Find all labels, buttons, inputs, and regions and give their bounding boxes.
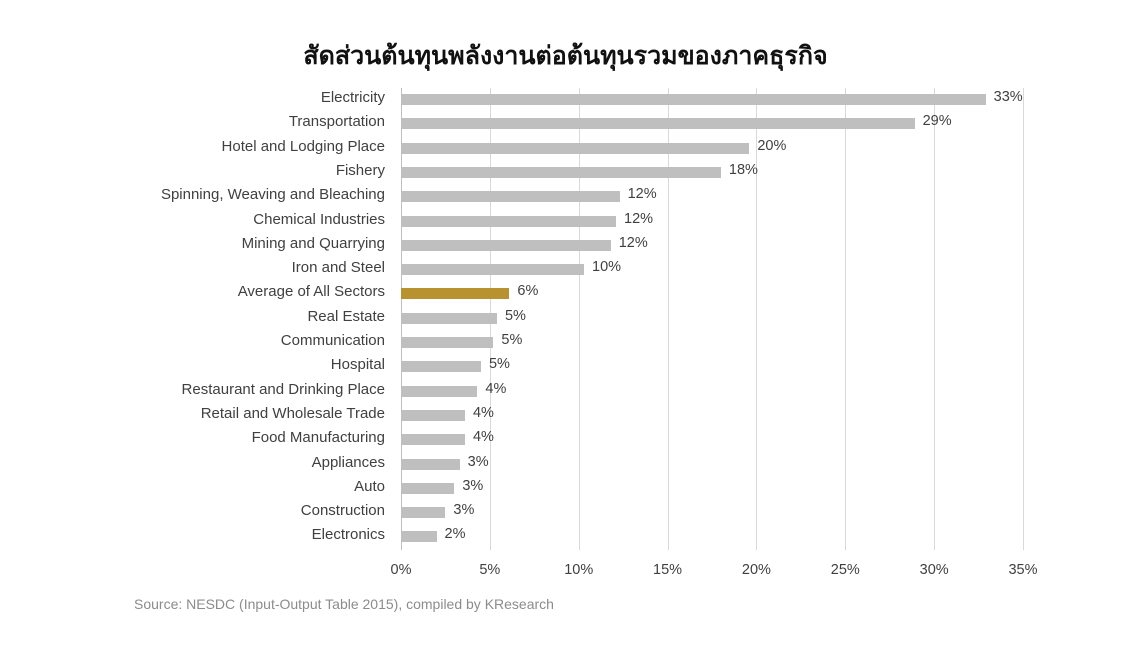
x-tick-label: 30% <box>919 562 949 578</box>
bar-row: 33% <box>401 88 1023 112</box>
bar <box>401 288 510 300</box>
category-label: Hotel and Lodging Place <box>221 137 385 155</box>
bar-row: 12% <box>401 185 1023 209</box>
data-label: 5% <box>504 307 526 324</box>
bar-row: 20% <box>401 137 1023 161</box>
category-label: Transportation <box>288 113 385 131</box>
bar-row: 12% <box>401 234 1023 258</box>
data-label: 3% <box>462 477 484 494</box>
category-label: Electricity <box>320 89 385 106</box>
bar-row: 4% <box>401 428 1023 452</box>
x-tick-label: 5% <box>479 562 501 578</box>
category-label: Electronics <box>311 526 385 544</box>
gridline <box>1023 88 1024 550</box>
category-label: Auto <box>354 477 385 495</box>
bar <box>401 264 585 276</box>
bar-row: 2% <box>401 525 1023 549</box>
x-tick-label: 35% <box>1008 562 1038 578</box>
bar <box>401 118 915 130</box>
bar-row: 12% <box>401 210 1023 234</box>
bar <box>401 215 617 227</box>
bar <box>401 385 478 397</box>
bar-row: 18% <box>401 161 1023 185</box>
x-tick-label: 20% <box>741 562 771 578</box>
bar-row: 3% <box>401 477 1023 501</box>
bar <box>401 94 986 105</box>
category-label: Chemical Industries <box>253 210 385 228</box>
category-label: Appliances <box>311 453 385 471</box>
category-label: Spinning, Weaving and Bleaching <box>160 186 385 204</box>
bar <box>401 507 446 519</box>
x-tick-label: 15% <box>653 562 683 578</box>
data-label: 12% <box>627 186 657 203</box>
bar <box>401 458 460 470</box>
bar <box>401 361 481 373</box>
bar-row: 5% <box>401 331 1023 355</box>
data-label: 3% <box>453 502 475 519</box>
data-label: 6% <box>517 283 539 300</box>
source-note: Source: NESDC (Input-Output Table 2015),… <box>134 596 554 612</box>
x-tick-label: 10% <box>564 562 594 578</box>
data-label: 29% <box>922 113 952 130</box>
data-label: 3% <box>467 453 489 470</box>
category-label: Average of All Sectors <box>237 283 385 301</box>
gridline <box>845 88 847 550</box>
bar-row: 3% <box>401 453 1023 477</box>
bar-row: 6% <box>401 282 1023 306</box>
plot-area: 33% 29% 20% 18% 12% 12% 12% 10% 6% 5% 5% 5% 4% 4% 4% 3%… <box>401 88 1024 550</box>
category-label: Retail and Wholesale Trade <box>200 404 385 422</box>
data-label: 5% <box>501 332 523 348</box>
gridline <box>667 88 669 550</box>
bar <box>401 142 750 154</box>
bar-row: 5% <box>401 355 1023 379</box>
x-tick-label: 0% <box>390 562 412 578</box>
bar <box>401 409 465 421</box>
gridline <box>934 88 936 550</box>
data-label: 12% <box>624 210 654 227</box>
category-label: Food Manufacturing <box>251 429 385 447</box>
gridline <box>756 88 758 550</box>
category-label: Real Estate <box>307 307 385 325</box>
category-label: Iron and Steel <box>291 259 385 277</box>
data-label: 5% <box>488 356 510 373</box>
data-label: 4% <box>485 380 507 397</box>
bar-row: 3% <box>401 501 1023 525</box>
bar-row: 5% <box>401 307 1023 331</box>
bar <box>401 312 497 324</box>
data-label: 4% <box>472 404 494 421</box>
data-label: 12% <box>618 234 648 251</box>
category-label: Fishery <box>335 161 385 179</box>
bar-row: 10% <box>401 258 1023 282</box>
gridline <box>578 88 580 550</box>
bar <box>401 531 437 543</box>
bar <box>401 239 611 251</box>
category-label: Restaurant and Drinking Place <box>181 380 385 398</box>
bar <box>401 166 721 178</box>
data-label: 33% <box>993 89 1023 105</box>
data-label: 4% <box>472 429 494 446</box>
bar-row: 29% <box>401 112 1023 136</box>
bar <box>401 482 455 494</box>
bar <box>401 191 620 203</box>
data-label: 2% <box>444 526 466 543</box>
data-label: 10% <box>592 259 622 276</box>
category-label: Hospital <box>330 356 385 374</box>
bar-row: 4% <box>401 380 1023 404</box>
category-label: Communication <box>280 332 385 349</box>
x-tick-label: 25% <box>830 562 860 578</box>
category-label: Construction <box>300 502 385 520</box>
bar-row: 4% <box>401 404 1023 428</box>
data-label: 20% <box>757 137 787 154</box>
bar <box>401 337 494 348</box>
category-label: Mining and Quarrying <box>241 234 385 252</box>
chart-title: สัดส่วนต้นทุนพลังงานต่อต้นทุนรวมของภาคธุ… <box>303 41 828 70</box>
data-label: 18% <box>728 161 758 178</box>
bar <box>401 434 465 446</box>
